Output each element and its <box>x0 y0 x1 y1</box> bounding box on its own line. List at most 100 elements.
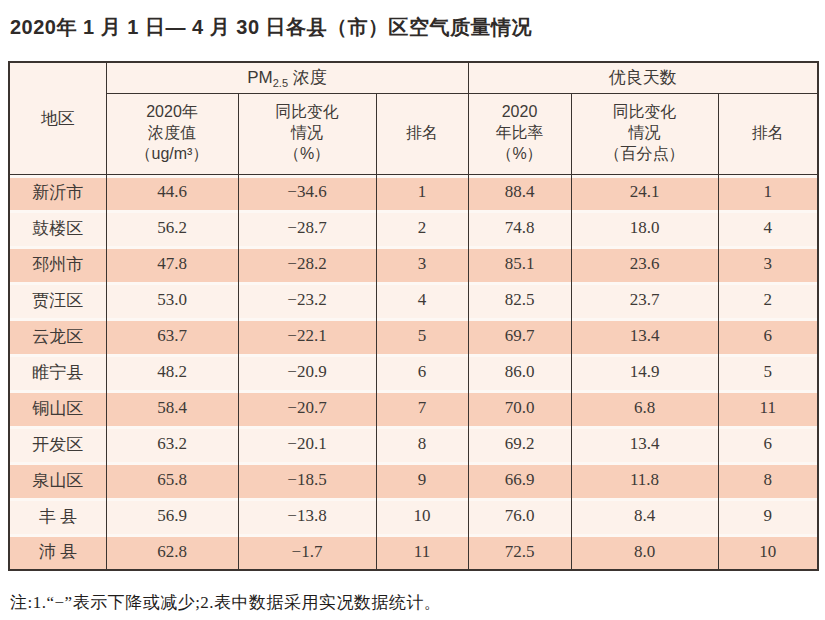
pm25-label-subscript: 2.5 <box>273 77 288 89</box>
table-row: 沛 县 62.8 −1.7 11 72.5 8.0 10 <box>9 534 818 570</box>
footnote: 注:1.“−”表示下降或减少;2.表中数据采用实况数据统计。 <box>10 591 817 614</box>
pm-change-cell: −28.7 <box>238 210 376 246</box>
pm-change-cell: −20.7 <box>238 390 376 426</box>
header-line: 浓度值 <box>107 123 238 144</box>
table-row: 新沂市 44.6 −34.6 1 88.4 24.1 1 <box>9 174 818 210</box>
region-cell: 新沂市 <box>9 174 106 210</box>
pm-value-cell: 65.8 <box>106 462 238 498</box>
table-row: 鼓楼区 56.2 −28.7 2 74.8 18.0 4 <box>9 210 818 246</box>
pm-rank-cell: 7 <box>376 390 468 426</box>
pm-value-cell: 62.8 <box>106 534 238 570</box>
good-rate-cell: 82.5 <box>468 282 571 318</box>
good-rank-cell: 4 <box>718 210 818 246</box>
table-row: 睢宁县 48.2 −20.9 6 86.0 14.9 5 <box>9 354 818 390</box>
pm-value-cell: 44.6 <box>106 174 238 210</box>
good-rank-cell: 8 <box>718 462 818 498</box>
pm-value-cell: 47.8 <box>106 246 238 282</box>
pm-rank-cell: 1 <box>376 174 468 210</box>
good-change-cell: 24.1 <box>571 174 718 210</box>
pm-change-cell: −34.6 <box>238 174 376 210</box>
air-quality-table: 地区 PM2.5 浓度 优良天数 2020年 浓度值 （ug/m³） 同比变化 … <box>8 61 819 571</box>
pm-change-cell: −23.2 <box>238 282 376 318</box>
good-change-cell: 8.0 <box>571 534 718 570</box>
pm-rank-cell: 2 <box>376 210 468 246</box>
header-group-row: 地区 PM2.5 浓度 优良天数 <box>9 62 818 93</box>
good-change-cell: 13.4 <box>571 318 718 354</box>
header-line: （%） <box>469 144 571 165</box>
pm-rank-cell: 5 <box>376 318 468 354</box>
good-rank-cell: 6 <box>718 318 818 354</box>
header-pm-value: 2020年 浓度值 （ug/m³） <box>106 93 238 174</box>
pm-rank-cell: 3 <box>376 246 468 282</box>
good-rank-cell: 3 <box>718 246 818 282</box>
good-change-cell: 8.4 <box>571 498 718 534</box>
good-rate-cell: 76.0 <box>468 498 571 534</box>
pm25-label-main: PM <box>247 68 273 87</box>
good-rank-cell: 1 <box>718 174 818 210</box>
region-cell: 邳州市 <box>9 246 106 282</box>
good-change-cell: 14.9 <box>571 354 718 390</box>
header-group-good-days: 优良天数 <box>468 62 818 93</box>
good-rate-cell: 86.0 <box>468 354 571 390</box>
header-sub-row: 2020年 浓度值 （ug/m³） 同比变化 情况 （%） 排名 2020 年比… <box>9 93 818 174</box>
pm-change-cell: −13.8 <box>238 498 376 534</box>
good-change-cell: 6.8 <box>571 390 718 426</box>
good-rank-cell: 9 <box>718 498 818 534</box>
pm-change-cell: −18.5 <box>238 462 376 498</box>
good-change-cell: 13.4 <box>571 426 718 462</box>
header-line: （%） <box>239 144 376 165</box>
header-pm-change: 同比变化 情况 （%） <box>238 93 376 174</box>
good-rate-cell: 85.1 <box>468 246 571 282</box>
pm-change-cell: −28.2 <box>238 246 376 282</box>
header-good-rank: 排名 <box>718 93 818 174</box>
table-row: 泉山区 65.8 −18.5 9 66.9 11.8 8 <box>9 462 818 498</box>
good-rate-cell: 88.4 <box>468 174 571 210</box>
pm-change-cell: −20.1 <box>238 426 376 462</box>
table-row: 邳州市 47.8 −28.2 3 85.1 23.6 3 <box>9 246 818 282</box>
header-line: 2020年 <box>107 102 238 123</box>
header-pm-rank: 排名 <box>376 93 468 174</box>
good-rank-cell: 10 <box>718 534 818 570</box>
region-cell: 云龙区 <box>9 318 106 354</box>
pm-value-cell: 63.7 <box>106 318 238 354</box>
good-change-cell: 23.7 <box>571 282 718 318</box>
good-rank-cell: 5 <box>718 354 818 390</box>
pm-rank-cell: 6 <box>376 354 468 390</box>
region-cell: 贾汪区 <box>9 282 106 318</box>
table-row: 云龙区 63.7 −22.1 5 69.7 13.4 6 <box>9 318 818 354</box>
pm25-label-rest: 浓度 <box>288 68 327 87</box>
page: 2020年 1 月 1 日— 4 月 30 日各县（市）区空气质量情况 地区 P… <box>0 0 825 614</box>
pm-change-cell: −1.7 <box>238 534 376 570</box>
page-title: 2020年 1 月 1 日— 4 月 30 日各县（市）区空气质量情况 <box>10 14 817 41</box>
pm-value-cell: 56.2 <box>106 210 238 246</box>
header-line: 2020 <box>469 102 571 123</box>
region-cell: 丰 县 <box>9 498 106 534</box>
table-body: 新沂市 44.6 −34.6 1 88.4 24.1 1 鼓楼区 56.2 −2… <box>9 174 818 570</box>
pm-rank-cell: 10 <box>376 498 468 534</box>
good-rate-cell: 69.2 <box>468 426 571 462</box>
pm-change-cell: −22.1 <box>238 318 376 354</box>
good-change-cell: 23.6 <box>571 246 718 282</box>
good-rate-cell: 72.5 <box>468 534 571 570</box>
table-row: 贾汪区 53.0 −23.2 4 82.5 23.7 2 <box>9 282 818 318</box>
good-rate-cell: 74.8 <box>468 210 571 246</box>
good-rank-cell: 6 <box>718 426 818 462</box>
header-line: 排名 <box>377 123 468 144</box>
header-good-rate: 2020 年比率 （%） <box>468 93 571 174</box>
table-header: 地区 PM2.5 浓度 优良天数 2020年 浓度值 （ug/m³） 同比变化 … <box>9 62 818 174</box>
header-line: 同比变化 <box>239 102 376 123</box>
region-cell: 铜山区 <box>9 390 106 426</box>
pm-change-cell: −20.9 <box>238 354 376 390</box>
good-change-cell: 11.8 <box>571 462 718 498</box>
header-line: （ug/m³） <box>107 144 238 165</box>
header-group-pm25: PM2.5 浓度 <box>106 62 468 93</box>
header-line: （百分点） <box>572 144 718 165</box>
good-rate-cell: 66.9 <box>468 462 571 498</box>
region-cell: 沛 县 <box>9 534 106 570</box>
pm-rank-cell: 4 <box>376 282 468 318</box>
good-rank-cell: 2 <box>718 282 818 318</box>
pm-value-cell: 63.2 <box>106 426 238 462</box>
table-row: 铜山区 58.4 −20.7 7 70.0 6.8 11 <box>9 390 818 426</box>
good-rank-cell: 11 <box>718 390 818 426</box>
header-line: 情况 <box>572 123 718 144</box>
